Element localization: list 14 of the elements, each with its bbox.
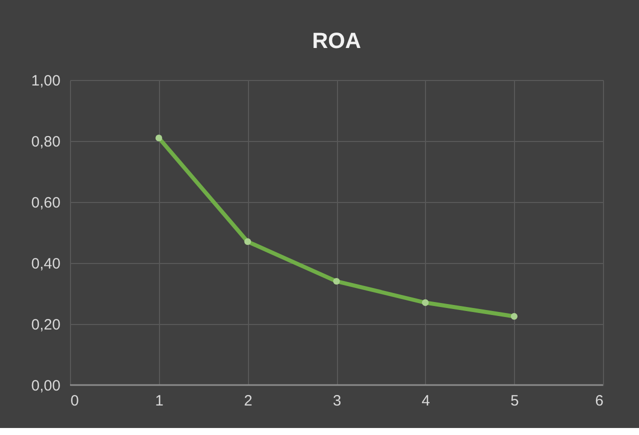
y-tick-label: 0,40 [31,256,60,272]
y-tick-label: 0,80 [31,134,60,150]
x-tick-label: 3 [332,392,342,410]
x-tick-label: 5 [510,392,519,410]
x-tick-label: 6 [595,392,604,410]
x-tick-label: 1 [155,392,164,410]
y-tick-label: 1,00 [31,72,60,90]
x-tick-label: 4 [422,392,430,410]
chart-title: ROA [312,28,362,53]
y-tick-label: 0,60 [31,194,60,212]
x-tick-label: 0 [70,392,79,410]
x-tick-label: 2 [244,392,252,410]
y-tick-label: 0,20 [31,316,60,334]
y-tick-label: 0,00 [31,378,60,394]
